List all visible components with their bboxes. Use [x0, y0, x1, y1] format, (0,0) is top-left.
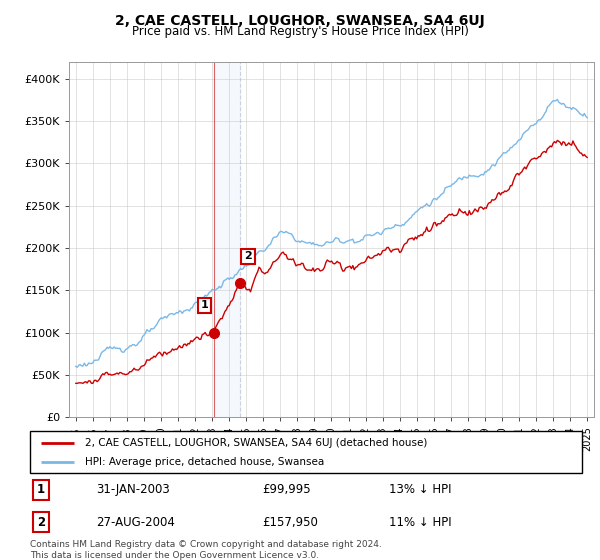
FancyBboxPatch shape — [30, 431, 582, 473]
Text: 31-JAN-2003: 31-JAN-2003 — [96, 483, 170, 496]
Text: 27-AUG-2004: 27-AUG-2004 — [96, 516, 175, 529]
Text: 13% ↓ HPI: 13% ↓ HPI — [389, 483, 451, 496]
Text: 2, CAE CASTELL, LOUGHOR, SWANSEA, SA4 6UJ: 2, CAE CASTELL, LOUGHOR, SWANSEA, SA4 6U… — [115, 14, 485, 28]
Text: HPI: Average price, detached house, Swansea: HPI: Average price, detached house, Swan… — [85, 457, 325, 467]
Text: £99,995: £99,995 — [262, 483, 310, 496]
Text: £157,950: £157,950 — [262, 516, 318, 529]
Text: Price paid vs. HM Land Registry's House Price Index (HPI): Price paid vs. HM Land Registry's House … — [131, 25, 469, 38]
Text: 11% ↓ HPI: 11% ↓ HPI — [389, 516, 451, 529]
Bar — [214, 62, 241, 417]
Text: 1: 1 — [200, 301, 208, 310]
Text: 1: 1 — [37, 483, 45, 496]
Text: Contains HM Land Registry data © Crown copyright and database right 2024.
This d: Contains HM Land Registry data © Crown c… — [30, 540, 382, 560]
Text: 2: 2 — [244, 251, 252, 262]
Text: 2, CAE CASTELL, LOUGHOR, SWANSEA, SA4 6UJ (detached house): 2, CAE CASTELL, LOUGHOR, SWANSEA, SA4 6U… — [85, 437, 428, 447]
Text: 2: 2 — [37, 516, 45, 529]
